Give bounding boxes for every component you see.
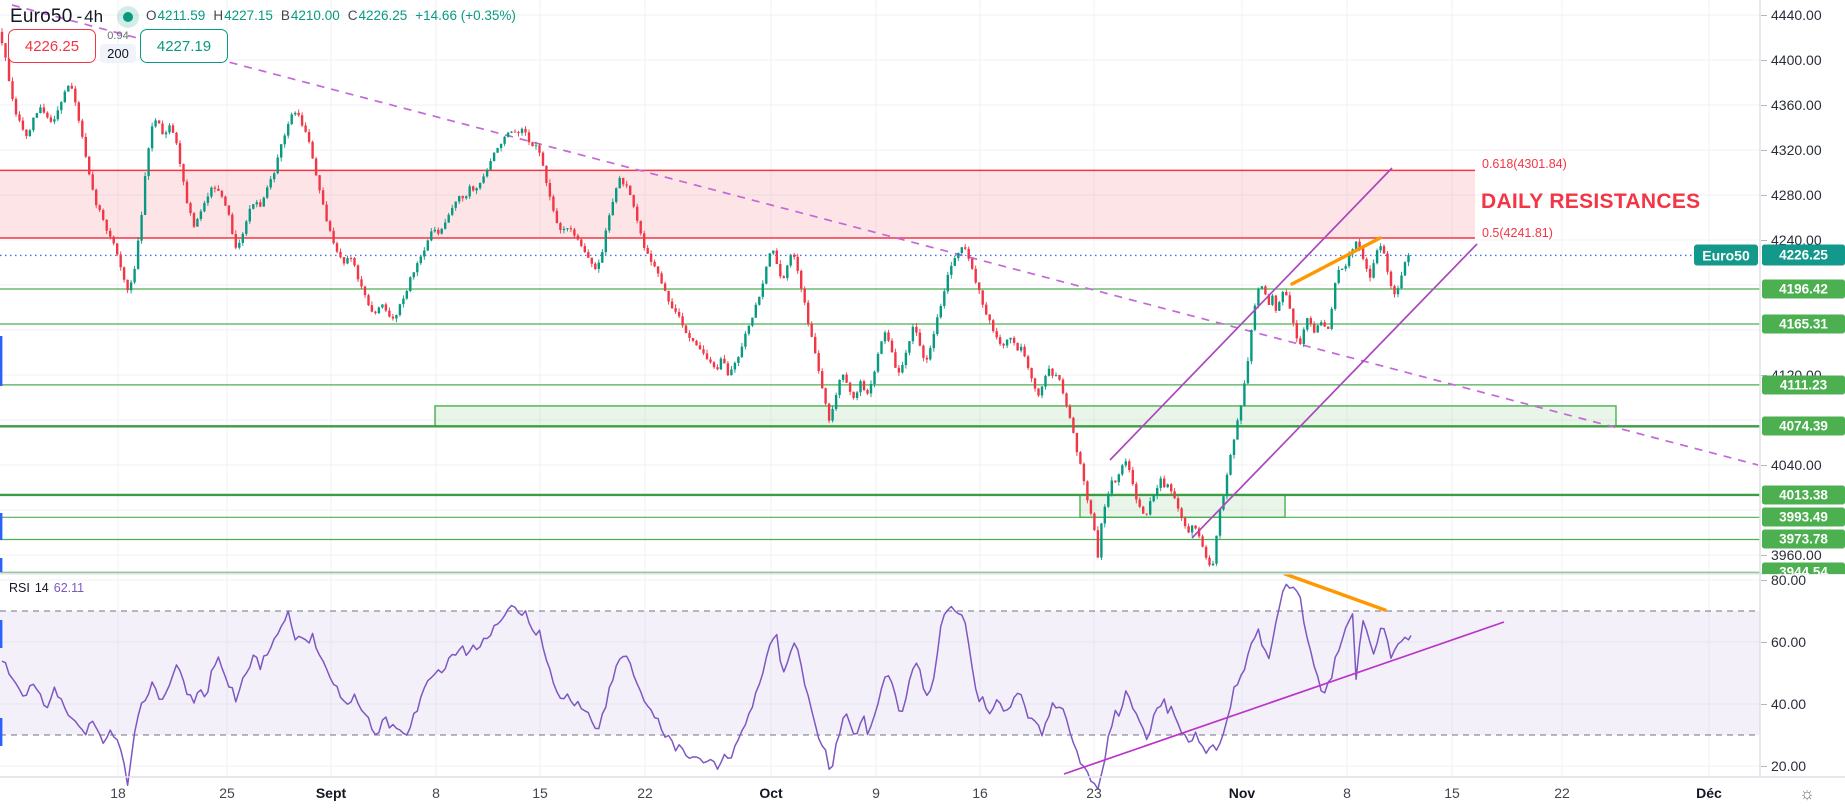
price-axis-tick: 4400.00: [1761, 52, 1822, 68]
support-level-badge: 3973.78: [1762, 529, 1845, 549]
price-axis-tick: 4360.00: [1761, 97, 1822, 113]
symbol-price-flag: Euro50: [1694, 244, 1758, 266]
time-axis-tick: 15: [532, 785, 548, 801]
rsi-divergence-line[interactable]: [1283, 572, 1387, 612]
support-level-badge: 4013.38: [1762, 485, 1845, 505]
time-axis-tick: 23: [1086, 785, 1102, 801]
time-axis[interactable]: 18 25 Sept 8 15 22 Oct 9 16 23 Nov 8 15 22 Déc: [0, 777, 1845, 811]
support-level-badge: 4196.42: [1762, 279, 1845, 299]
support-level-badge: 3993.49: [1762, 507, 1845, 527]
sell-bid-button[interactable]: 4226.25: [8, 29, 96, 63]
price-axis[interactable]: 4440.00 4400.00 4360.00 4320.00 4280.00 4240.…: [0, 0, 1845, 574]
symbol-separator: -: [76, 7, 83, 26]
orange-highs-trendline[interactable]: [1290, 236, 1382, 286]
bid-price: 4226.25: [24, 37, 80, 55]
sun-icon[interactable]: ☼: [1799, 784, 1815, 803]
candlestick-series: [0, 28, 1410, 567]
time-axis-tick: 9: [872, 785, 880, 801]
last-price-badge: 4226.25: [1762, 244, 1845, 266]
lot-size-field[interactable]: 200: [100, 44, 136, 63]
rsi-axis-tick: 60.00: [1760, 634, 1807, 650]
rsi-indicator-header[interactable]: RSI 14 62.11: [9, 581, 84, 595]
rsi-length: 14: [34, 581, 49, 595]
market-status-icon: [117, 6, 140, 28]
time-axis-tick: 8: [432, 785, 440, 801]
price-axis-tick: 4440.00: [1761, 7, 1822, 23]
interval-label[interactable]: 4h: [84, 7, 104, 26]
price-axis-tick: 4320.00: [1761, 142, 1822, 158]
time-axis-tick: Nov: [1228, 785, 1256, 801]
channel-trendline[interactable]: [1191, 243, 1478, 539]
time-axis-tick: Déc: [1696, 785, 1722, 801]
price-axis-tick: 3960.00: [1761, 547, 1822, 563]
rsi-value: 62.11: [53, 581, 85, 595]
support-level-badge: 4074.39: [1762, 416, 1845, 436]
time-axis-tick: 22: [637, 785, 653, 801]
buy-ask-button[interactable]: 4227.19: [140, 29, 228, 63]
rsi-axis-tick: 40.00: [1760, 696, 1807, 712]
time-axis-tick: Sept: [315, 785, 347, 801]
channel-trendline[interactable]: [1109, 167, 1393, 461]
rsi-axis[interactable]: 80.00 60.00 40.00 20.00: [0, 572, 1845, 777]
support-level-badge: 4165.31: [1762, 314, 1845, 334]
time-axis-tick: 22: [1554, 785, 1570, 801]
time-axis-tick: 8: [1343, 785, 1351, 801]
price-axis-tick: 4040.00: [1761, 457, 1822, 473]
downtrend-dashed-line[interactable]: [11, 4, 1759, 466]
spread-value: 0.94: [107, 30, 129, 42]
support-level-badge: 4111.23: [1762, 375, 1845, 395]
time-axis-tick: 16: [972, 785, 988, 801]
time-axis-tick: 15: [1444, 785, 1460, 801]
time-axis-tick: Oct: [759, 785, 783, 801]
rsi-name: RSI: [9, 581, 30, 595]
price-axis-tick: 4280.00: [1761, 187, 1822, 203]
symbol-name[interactable]: Euro50: [10, 6, 73, 27]
time-axis-tick: 18: [110, 785, 126, 801]
rsi-axis-tick: 80.00: [1760, 572, 1807, 588]
rsi-line: [1, 583, 1412, 790]
rsi-support-trendline[interactable]: [1063, 621, 1505, 775]
time-axis-tick: 25: [219, 785, 235, 801]
support-level-badge: 3944.54: [1762, 562, 1845, 574]
ask-price: 4227.19: [156, 37, 212, 55]
price-axis-tick: 4240.00: [1761, 232, 1822, 248]
symbol-header: Euro50 - 4h: [10, 4, 140, 30]
rsi-axis-tick: 20.00: [1760, 758, 1807, 774]
